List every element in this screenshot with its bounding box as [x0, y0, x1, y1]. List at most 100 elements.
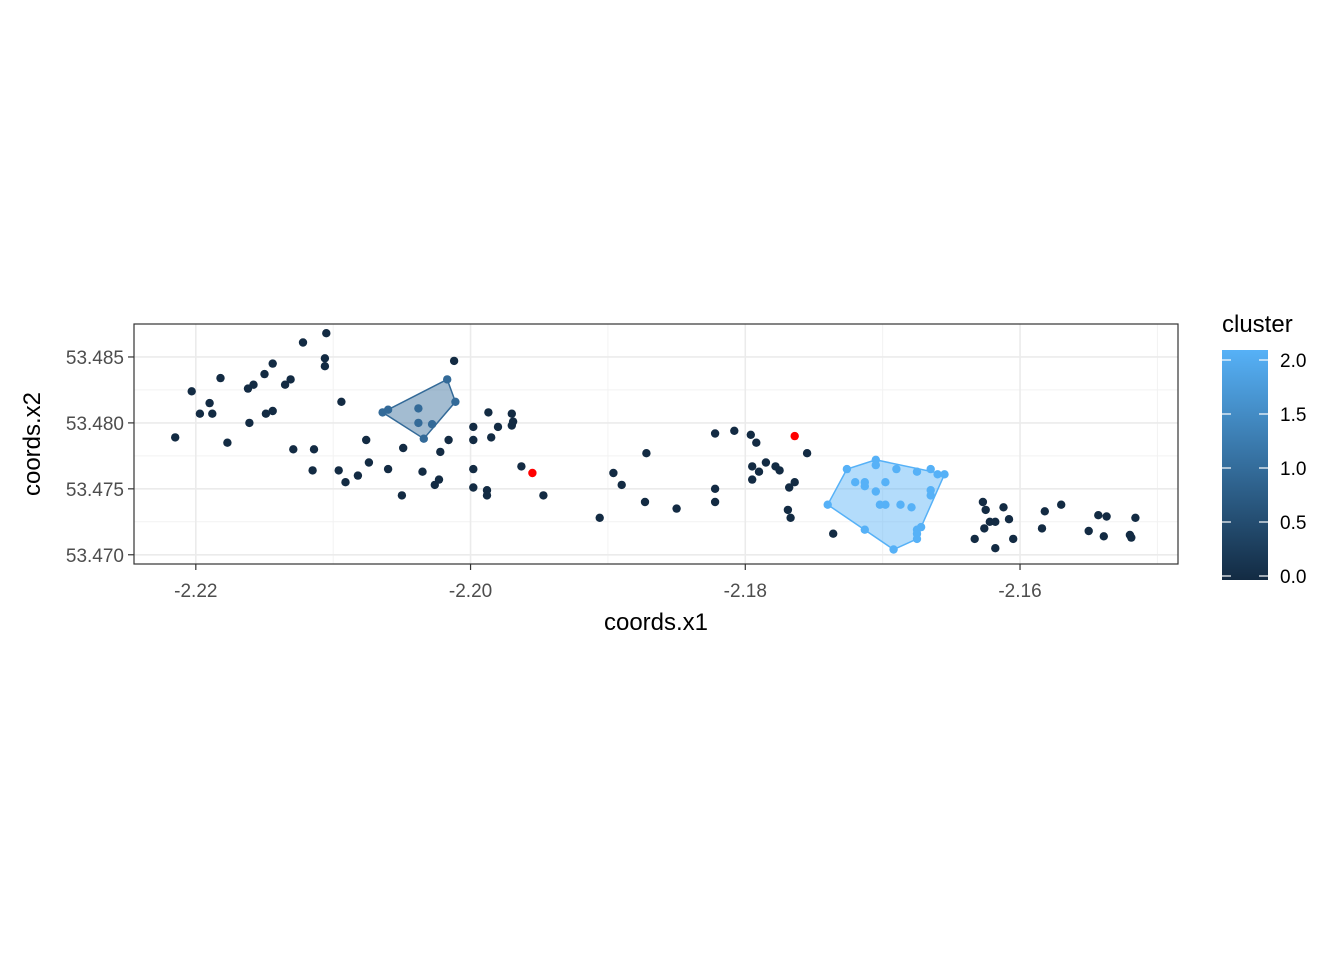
point-cluster-0	[617, 480, 626, 490]
point-cluster-0	[507, 409, 516, 418]
point-cluster-0	[487, 433, 496, 442]
point-cluster-0	[752, 438, 761, 447]
point-cluster-0	[322, 329, 331, 338]
legend-title: cluster	[1222, 311, 1293, 338]
point-cluster-0	[790, 478, 799, 487]
point-cluster-2	[912, 534, 922, 544]
x-tick-label: -2.22	[174, 581, 217, 602]
point-cluster-0	[298, 338, 308, 347]
major-grid	[134, 324, 1178, 564]
point-cluster-2	[860, 525, 869, 534]
point-cluster-0	[746, 430, 755, 439]
point-noise-red	[790, 431, 799, 441]
point-cluster-0	[980, 524, 989, 533]
point-cluster-0	[493, 422, 503, 432]
point-cluster-0	[434, 475, 444, 484]
point-cluster-0	[642, 449, 651, 458]
point-cluster-2	[871, 460, 880, 470]
point-cluster-0	[195, 409, 205, 418]
plot-area	[133, 323, 1179, 565]
point-cluster-0	[484, 408, 493, 417]
point-cluster-1	[443, 375, 452, 384]
point-cluster-0	[1131, 513, 1140, 522]
point-cluster-0	[730, 426, 739, 435]
point-cluster-2	[871, 487, 880, 496]
y-tick-label: 53.475	[66, 480, 124, 501]
point-cluster-2	[823, 500, 832, 509]
point-cluster-0	[786, 513, 795, 522]
point-cluster-0	[260, 369, 269, 379]
point-cluster-1	[414, 404, 423, 413]
point-cluster-0	[710, 429, 720, 438]
point-cluster-0	[353, 471, 363, 480]
x-tick-label: -2.20	[449, 581, 492, 602]
point-cluster-0	[539, 491, 548, 500]
point-cluster-0	[171, 433, 180, 442]
point-cluster-2	[907, 503, 916, 512]
point-cluster-0	[1057, 500, 1066, 509]
point-cluster-0	[1040, 507, 1050, 516]
point-cluster-2	[860, 482, 869, 491]
point-cluster-0	[208, 409, 217, 418]
point-cluster-0	[249, 380, 258, 389]
point-cluster-0	[449, 356, 459, 366]
point-cluster-0	[205, 398, 214, 408]
point-cluster-2	[940, 470, 949, 479]
point-cluster-2	[896, 500, 905, 509]
point-cluster-0	[1004, 515, 1014, 524]
data-points	[171, 329, 1140, 554]
y-axis-label: coords.x2	[19, 392, 46, 496]
point-cluster-2	[892, 464, 901, 474]
minor-grid	[134, 324, 1178, 564]
point-cluster-2	[916, 522, 926, 532]
point-cluster-0	[508, 417, 518, 426]
point-cluster-0	[761, 458, 771, 467]
legend-tick-label: 1.5	[1280, 405, 1306, 426]
point-cluster-0	[261, 409, 271, 418]
point-cluster-0	[595, 513, 604, 522]
point-cluster-0	[991, 517, 1000, 526]
point-cluster-0	[341, 478, 350, 487]
point-cluster-0	[383, 464, 393, 474]
point-cluster-0	[397, 491, 407, 500]
point-cluster-0	[444, 435, 453, 445]
point-cluster-0	[517, 462, 526, 471]
point-cluster-0	[754, 467, 764, 476]
point-cluster-2	[912, 467, 922, 476]
point-cluster-0	[308, 466, 317, 475]
point-cluster-0	[334, 466, 343, 475]
point-cluster-0	[1102, 512, 1111, 521]
point-cluster-0	[829, 529, 838, 538]
point-cluster-0	[609, 468, 618, 478]
point-cluster-0	[320, 354, 330, 363]
x-axis-label: coords.x1	[604, 609, 708, 636]
legend-colorbar	[1222, 350, 1268, 580]
point-cluster-1	[451, 397, 460, 406]
point-cluster-0	[280, 380, 290, 389]
point-cluster-2	[842, 464, 852, 474]
point-cluster-0	[640, 497, 650, 507]
legend-tick-label: 0.5	[1280, 513, 1306, 534]
point-cluster-0	[970, 534, 979, 544]
point-cluster-0	[978, 497, 988, 507]
point-cluster-0	[785, 483, 794, 492]
legend-ticks: 0.0 0.5 1.0 1.5 2.0	[1222, 351, 1306, 588]
point-cluster-0	[775, 466, 784, 475]
point-cluster-1	[419, 434, 428, 443]
point-cluster-0	[1099, 532, 1109, 541]
point-cluster-0	[418, 467, 427, 476]
point-cluster-0	[783, 505, 793, 515]
point-cluster-0	[710, 484, 720, 493]
plot-border	[133, 323, 1179, 565]
point-cluster-0	[268, 406, 277, 416]
point-cluster-0	[309, 445, 319, 454]
point-cluster-0	[337, 397, 346, 406]
point-cluster-0	[223, 438, 232, 447]
point-cluster-0	[436, 447, 445, 457]
point-cluster-0	[748, 462, 757, 471]
legend-tick-label: 2.0	[1280, 351, 1306, 372]
point-cluster-0	[710, 497, 720, 507]
y-tick-label: 53.470	[66, 546, 124, 567]
y-tick-label: 53.485	[66, 348, 124, 369]
